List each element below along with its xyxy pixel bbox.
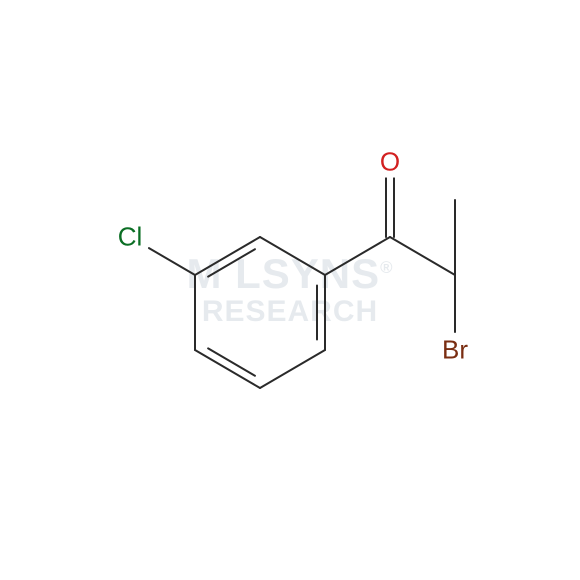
structure-canvas: M LSYNS® RESEARCH ClOBr [0, 0, 580, 580]
molecule-svg [0, 0, 580, 580]
atom-label-cl: Cl [116, 222, 145, 253]
atom-label-br: Br [440, 335, 470, 366]
atom-label-o: O [378, 147, 402, 178]
